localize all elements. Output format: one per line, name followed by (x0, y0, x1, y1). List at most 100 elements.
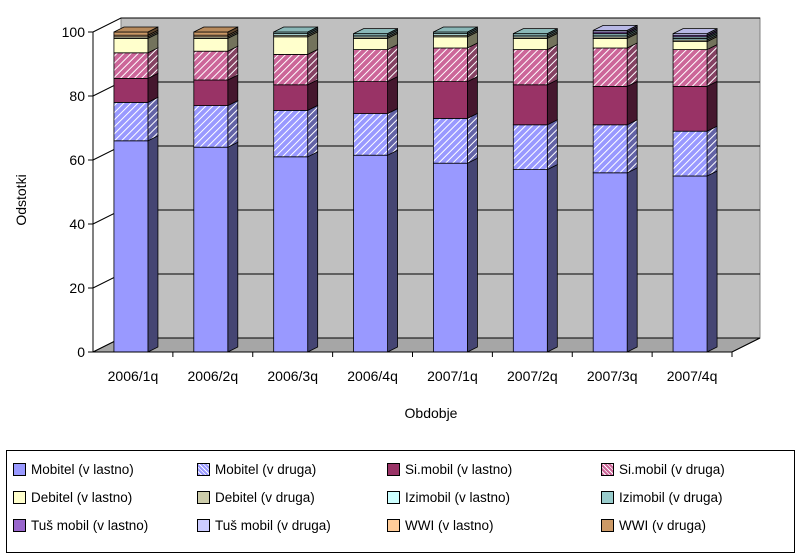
bar (273, 36, 309, 55)
bar-side (626, 119, 638, 174)
bar-side (467, 75, 478, 120)
bar (113, 52, 149, 79)
plot-wall (92, 17, 761, 353)
legend-item: Mobitel (v druga) (197, 455, 387, 483)
bar-top (193, 26, 238, 33)
bar-side (387, 107, 398, 156)
bar-segment (433, 157, 478, 353)
bar-segment (592, 42, 638, 88)
bar (512, 49, 548, 86)
legend-swatch (601, 462, 614, 476)
legend: Mobitel (v lastno) Mobitel (v druga) Si.mo… (6, 450, 795, 553)
bar-side (227, 141, 239, 353)
bar-top (593, 24, 638, 31)
legend-item: WWI (v lastno) (387, 511, 601, 539)
legend-swatch (387, 490, 400, 504)
bar-segment (353, 149, 398, 353)
legend-label: Tuš mobil (v druga) (215, 517, 331, 533)
bar-top (513, 28, 558, 34)
bar-side (467, 42, 478, 83)
x-tick-label: 2006/4q (347, 368, 398, 384)
bar-segment (592, 119, 638, 174)
bar (672, 175, 708, 353)
bar (193, 146, 229, 353)
bar-segment (273, 31, 319, 56)
bar (512, 84, 548, 126)
legend-swatch (13, 462, 26, 476)
bar (273, 84, 309, 111)
bar (592, 172, 628, 353)
bar-side (467, 112, 478, 164)
bar-side (307, 48, 319, 86)
bar-top (273, 26, 318, 33)
bar-segment (592, 167, 638, 353)
bar-segment (273, 104, 319, 158)
bar (193, 38, 229, 52)
legend-item: Debitel (v druga) (197, 483, 387, 511)
bar-side (387, 149, 398, 353)
legend-item: Mobitel (v lastno) (13, 455, 197, 483)
bar (113, 78, 149, 103)
bar (672, 130, 708, 177)
x-tick-label: 2006/3q (267, 368, 318, 384)
legend-label: Si.mobil (v druga) (619, 461, 725, 477)
legend-label: WWI (v lastno) (405, 517, 494, 533)
bar (113, 102, 149, 142)
legend-swatch (13, 490, 26, 504)
bar-segment (113, 135, 159, 353)
y-tick-label: 40 (69, 216, 85, 232)
bar-segment (113, 47, 159, 80)
bar-segment (353, 75, 398, 115)
floor (92, 337, 761, 353)
bars (113, 24, 718, 353)
bar-side (546, 163, 558, 353)
legend-swatch (197, 518, 210, 532)
bar (433, 162, 468, 353)
x-tick-labels: 2006/1q 2006/2q 2006/3q 2006/4q 2007/1q 2007/… (108, 368, 718, 384)
bar-stack-2006/3q (273, 26, 319, 353)
bar (433, 47, 468, 82)
bar-segment (512, 163, 558, 353)
legend-item: Izimobil (v druga) (601, 483, 792, 511)
bar (592, 124, 628, 174)
bar-segment (193, 99, 239, 148)
bar (672, 86, 708, 132)
bar-side (227, 45, 239, 81)
legend-label: WWI (v druga) (619, 517, 707, 533)
bar (433, 81, 468, 119)
bar-side (467, 157, 478, 353)
bar-segment (512, 79, 558, 126)
legend-item: Tuš mobil (v druga) (197, 511, 387, 539)
bar-side (307, 151, 319, 353)
legend-grid: Mobitel (v lastno) Mobitel (v druga) Si.mo… (7, 451, 794, 539)
legend-item: Debitel (v lastno) (13, 483, 197, 511)
legend-label: Debitel (v druga) (215, 489, 315, 505)
bar-side (147, 135, 159, 353)
legend-label: Debitel (v lastno) (31, 489, 133, 505)
bar-top (353, 28, 398, 34)
bar (512, 169, 548, 353)
bar-side (147, 96, 159, 142)
bar (592, 86, 628, 126)
y-tick-labels: 0 20 40 60 80 100 (62, 24, 86, 360)
legend-swatch (13, 518, 26, 532)
bar-stack-2007/1q (433, 26, 478, 353)
legend-label: Izimobil (v druga) (619, 489, 723, 505)
axes (88, 31, 761, 357)
x-tick-label: 2006/1q (108, 368, 159, 384)
bar (273, 156, 309, 353)
bar (592, 38, 628, 49)
legend-item: Si.mobil (v lastno) (387, 455, 601, 483)
bar-segment (512, 43, 558, 86)
x-tick-label: 2007/2q (507, 368, 558, 384)
bar-side (307, 104, 319, 158)
bar (193, 31, 229, 36)
stacked-bar-chart: 0 20 40 60 80 100 2006/1q 2006/2q 2006/3q 2006/4… (13, 17, 761, 421)
legend-swatch (601, 490, 614, 504)
bar (672, 41, 708, 50)
bar-segment (113, 96, 159, 142)
bar (273, 110, 309, 158)
bar-segment (113, 32, 159, 54)
legend-item: WWI (v druga) (601, 511, 792, 539)
bar (353, 81, 388, 114)
